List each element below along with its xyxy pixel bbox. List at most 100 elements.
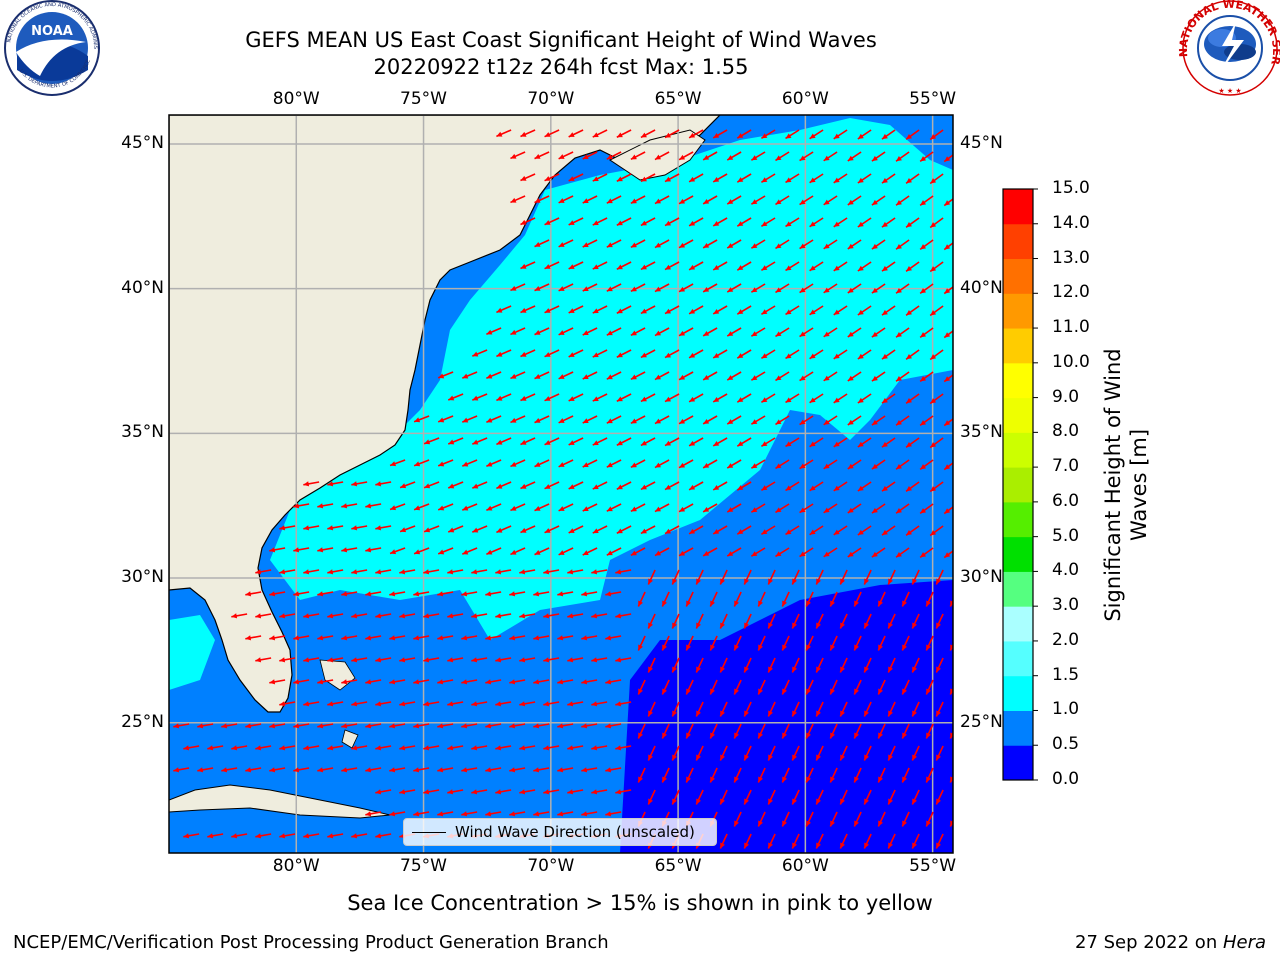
wave-direction-arrowhead	[816, 710, 821, 717]
wave-direction-arrowhead	[799, 287, 806, 293]
wave-direction-arrowhead	[761, 485, 768, 491]
wave-direction-arrowhead	[495, 657, 502, 663]
wave-direction-arrowhead	[679, 550, 686, 556]
wave-direction-arrowhead	[734, 820, 739, 827]
wave-direction-arrowhead	[544, 528, 551, 533]
wave-direction-arrowhead	[543, 657, 550, 663]
wave-direction-arrowhead	[878, 688, 883, 695]
wave-direction-arrowhead	[857, 529, 864, 535]
wave-direction-arrowhead	[279, 569, 286, 575]
wave-direction-arrowhead	[799, 199, 806, 205]
wave-direction-arrowhead	[630, 286, 637, 292]
wave-direction-arrowhead	[823, 331, 830, 337]
wave-direction-arrowhead	[375, 525, 382, 531]
wave-direction-arrowhead	[906, 266, 912, 272]
wave-direction-arrowhead	[713, 353, 720, 358]
wave-direction-arrowhead	[775, 155, 782, 161]
wave-direction-arrowhead	[495, 613, 502, 619]
wave-direction-arrowhead	[485, 679, 492, 685]
nws-logo: NATIONAL WEATHER SERVICE ★ ★ ★	[0, 0, 1280, 96]
wave-direction-arrowhead	[582, 330, 589, 335]
wave-direction-arrowhead	[648, 622, 653, 629]
wave-direction-arrowhead	[568, 264, 575, 269]
wave-direction-arrowhead	[293, 635, 300, 641]
wave-direction-arrowhead	[785, 133, 792, 139]
wave-direction-arrowhead	[864, 754, 869, 761]
wave-direction-arrowhead	[616, 528, 623, 534]
wave-direction-arrowhead	[720, 754, 725, 761]
colorbar-segment	[1003, 467, 1033, 503]
wave-direction-arrowhead	[751, 155, 758, 161]
wave-direction-arrowhead	[558, 242, 565, 247]
wave-direction-arrowhead	[737, 221, 744, 227]
colorbar-segment	[1003, 710, 1033, 746]
wave-direction-arrowhead	[758, 600, 763, 607]
wave-direction-arrowhead	[183, 833, 190, 839]
wave-direction-arrowhead	[809, 177, 816, 183]
wave-direction-arrowhead	[424, 483, 431, 489]
wave-direction-arrowhead	[902, 732, 907, 739]
noaa-logo-text: NOAA	[31, 24, 73, 39]
wave-direction-arrowhead	[413, 635, 420, 641]
wave-direction-arrowhead	[591, 613, 598, 619]
colorbar-segment	[1003, 745, 1033, 781]
colorbar-segment	[1003, 362, 1033, 399]
wave-direction-arrowhead	[317, 591, 324, 597]
wave-direction-arrowhead	[231, 613, 238, 619]
wave-direction-arrowhead	[269, 591, 276, 597]
wave-direction-arrowhead	[606, 462, 613, 468]
wave-direction-arrowhead	[960, 843, 965, 849]
wave-direction-arrowhead	[630, 418, 637, 424]
wave-direction-arrowhead	[799, 375, 806, 381]
wave-direction-arrow	[954, 526, 967, 536]
title-line-2: 20220922 t12z 264h fcst Max: 1.55	[373, 55, 749, 79]
wave-direction-arrowhead	[871, 419, 878, 426]
wave-direction-arrowhead	[926, 820, 931, 827]
lon-tick-bottom: 65°W	[654, 856, 702, 876]
svg-text:NATIONAL WEATHER SERVICE: NATIONAL WEATHER SERVICE	[0, 0, 1280, 67]
wave-direction-arrowhead	[630, 330, 637, 336]
wave-direction-arrowhead	[365, 503, 372, 509]
colorbar-segment	[1003, 640, 1033, 677]
wave-direction-arrowhead	[303, 613, 310, 619]
wave-direction-arrowhead	[255, 613, 262, 619]
wave-direction-arrowhead	[255, 745, 262, 751]
wave-direction-arrowhead	[461, 679, 468, 685]
wave-direction-arrowhead	[558, 286, 565, 291]
wave-direction-arrowhead	[696, 578, 701, 585]
wave-direction-arrowhead	[854, 776, 859, 783]
wave-direction-arrowhead	[640, 264, 647, 270]
wave-direction-arrowhead	[751, 375, 758, 381]
wave-direction-arrowhead	[665, 352, 672, 358]
wave-direction-arrowhead	[902, 644, 907, 651]
wave-direction-arrowhead	[823, 243, 830, 249]
wave-direction-arrowhead	[581, 811, 588, 817]
wave-direction-arrowhead	[654, 286, 661, 292]
wave-direction-arrowhead	[768, 754, 773, 761]
wave-direction-arrowhead	[341, 723, 348, 729]
wave-direction-arrowhead	[615, 613, 622, 619]
wave-direction-arrowhead	[351, 701, 358, 707]
wave-direction-arrowhead	[960, 799, 965, 805]
wave-direction-arrowhead	[399, 613, 406, 619]
wave-direction-arrowhead	[197, 723, 204, 729]
wave-direction-arrowhead	[926, 644, 931, 651]
wave-direction-arrowhead	[448, 439, 455, 445]
wave-direction-arrowhead	[557, 723, 564, 729]
wave-direction-arrowhead	[351, 613, 358, 619]
wave-direction-arrowhead	[761, 397, 768, 403]
wave-direction-arrowhead	[520, 263, 527, 269]
wave-direction-arrowhead	[471, 613, 478, 619]
wave-direction-arrowhead	[816, 754, 821, 761]
wave-direction-arrowhead	[665, 440, 672, 446]
footer-left: NCEP/EMC/Verification Post Processing Pr…	[13, 932, 609, 953]
lat-tick-right: 30°N	[960, 567, 1003, 588]
wave-direction-arrowhead	[823, 375, 830, 381]
lat-tick-left: 40°N	[121, 277, 164, 298]
wave-direction-arrowhead	[592, 396, 599, 402]
wave-direction-arrowhead	[423, 701, 430, 707]
wave-direction-arrowhead	[341, 635, 348, 641]
wave-direction-arrowhead	[269, 679, 276, 685]
wave-direction-arrowhead	[864, 798, 869, 805]
